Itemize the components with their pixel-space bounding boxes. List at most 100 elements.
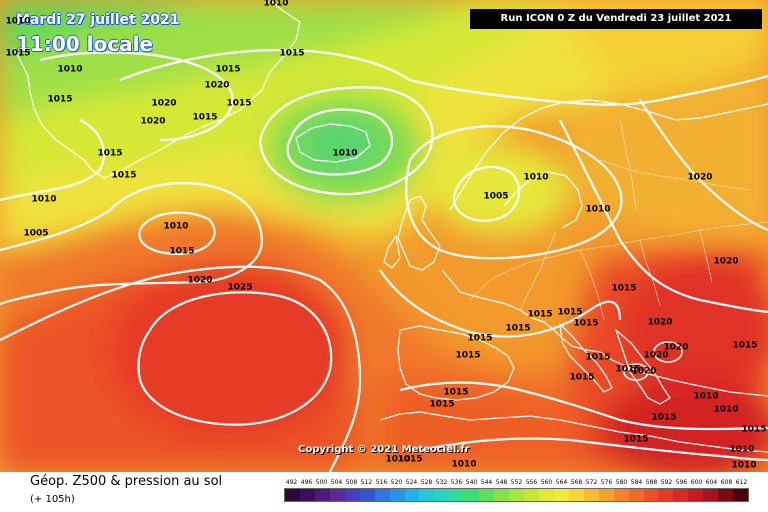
color-scale-tick: 612 bbox=[735, 479, 748, 486]
color-scale-swatch bbox=[703, 489, 719, 501]
isobar-label: 1010 bbox=[263, 0, 289, 9]
isobar-label: 1020 bbox=[151, 98, 177, 109]
isobar-1015-atlantic bbox=[0, 182, 264, 306]
color-scale-swatch bbox=[285, 489, 300, 501]
isobar-label: 1015 bbox=[585, 352, 611, 363]
color-scale-swatch bbox=[568, 489, 584, 501]
isobar-label: 1010 bbox=[31, 194, 57, 205]
color-scale-swatch bbox=[449, 489, 465, 501]
color-scale-tick: 600 bbox=[690, 479, 703, 486]
field-title: Géop. Z500 & pression au sol bbox=[30, 474, 223, 489]
isobar-label: 1010 bbox=[5, 16, 31, 27]
color-scale-tick: 504 bbox=[330, 479, 343, 486]
isobar-label: 1010 bbox=[57, 64, 83, 75]
color-scale-swatch bbox=[299, 489, 315, 501]
isobar-label: 1005 bbox=[483, 191, 509, 202]
greenland-coast bbox=[13, 0, 301, 179]
color-scale-swatch bbox=[479, 489, 495, 501]
isobar-label: 1015 bbox=[215, 64, 241, 75]
color-scale-swatch bbox=[673, 489, 689, 501]
isobar-1010-atlantic bbox=[0, 119, 105, 202]
color-scale-tick: 500 bbox=[315, 479, 328, 486]
color-scale-tick: 592 bbox=[660, 479, 673, 486]
color-scale-tick: 556 bbox=[525, 479, 538, 486]
italy-coast bbox=[559, 323, 613, 393]
isobar-label: 1015 bbox=[741, 424, 767, 435]
isobar-label: 1015 bbox=[226, 98, 252, 109]
isobar-label: 1020 bbox=[663, 342, 689, 353]
iceland-coast bbox=[295, 123, 371, 163]
isobar-label: 1010 bbox=[729, 444, 755, 455]
lead-time: (+ 105h) bbox=[30, 494, 75, 505]
isobar-label: 1010 bbox=[523, 172, 549, 183]
color-scale-swatch bbox=[598, 489, 614, 501]
color-scale-tick: 532 bbox=[435, 479, 448, 486]
color-scale-tick: 544 bbox=[480, 479, 493, 486]
isobar-label: 1015 bbox=[111, 170, 137, 181]
color-scale-swatch bbox=[404, 489, 420, 501]
isobar-small-closed bbox=[623, 341, 683, 381]
isobar-1010-iceland bbox=[286, 108, 394, 176]
europe-coast bbox=[441, 269, 768, 397]
color-scale-swatch bbox=[628, 489, 644, 501]
isobar-1020-azores bbox=[0, 265, 362, 472]
color-scale-swatch bbox=[509, 489, 524, 501]
color-scale-swatch bbox=[524, 489, 539, 501]
color-scale-swatch bbox=[583, 489, 599, 501]
isobars bbox=[0, 48, 768, 472]
isobar-1020-north bbox=[119, 48, 768, 106]
isobar-label: 1015 bbox=[527, 309, 553, 320]
isobar-label: 1020 bbox=[140, 116, 166, 127]
africa-coast bbox=[379, 411, 768, 453]
isobar-label: 1025 bbox=[227, 282, 253, 293]
isobar-label: 1020 bbox=[643, 350, 669, 361]
isobar-label: 1015 bbox=[169, 246, 195, 257]
isobar-label: 1015 bbox=[557, 307, 583, 318]
isobar-1015-greenland bbox=[39, 51, 234, 142]
isobar-label: 1015 bbox=[732, 340, 758, 351]
isobar-1025-azores bbox=[137, 291, 333, 426]
isobar-label: 1010 bbox=[163, 221, 189, 232]
isobar-label: 1015 bbox=[651, 412, 677, 423]
color-scale-tick: 596 bbox=[675, 479, 688, 486]
isobar-label: 1015 bbox=[443, 387, 469, 398]
isobar-label: 1010 bbox=[585, 204, 611, 215]
isobar-label: 1015 bbox=[192, 112, 218, 123]
isobar-1020-east bbox=[639, 99, 768, 232]
color-scale-swatch bbox=[419, 489, 435, 501]
isobar-label: 1020 bbox=[687, 172, 713, 183]
weather-map bbox=[0, 0, 768, 472]
isobar-label: 1015 bbox=[615, 364, 641, 375]
isobar-label: 1015 bbox=[467, 333, 493, 344]
isobar-label: 1005 bbox=[23, 228, 49, 239]
color-scale-swatch bbox=[359, 489, 375, 501]
isobar-label: 1020 bbox=[631, 366, 657, 377]
color-scale-tick: 508 bbox=[345, 479, 358, 486]
isobar-label: 1015 bbox=[611, 283, 637, 294]
valid-time: 11:00 locale bbox=[16, 32, 153, 56]
color-scale-swatch bbox=[718, 489, 734, 501]
isobar-1015-med bbox=[399, 381, 768, 431]
isobar-label: 1015 bbox=[397, 454, 423, 465]
color-scale-tick: 524 bbox=[405, 479, 418, 486]
color-scale: 492 496 500 504 508 512 516 520 524 528 532 536 540 5… bbox=[284, 479, 749, 502]
balkans-greece-coast bbox=[615, 329, 671, 405]
isobar-label: 1020 bbox=[647, 317, 673, 328]
isobar-1005-north-sea bbox=[452, 165, 521, 222]
color-scale-tick: 548 bbox=[495, 479, 508, 486]
color-scale-tick: 564 bbox=[555, 479, 568, 486]
color-scale-tick: 496 bbox=[300, 479, 313, 486]
color-scale-swatch bbox=[613, 489, 629, 501]
isobar-1010-africa bbox=[419, 437, 768, 462]
color-scale-tick: 560 bbox=[540, 479, 553, 486]
isobar-label: 1010 bbox=[332, 148, 358, 159]
color-scale-swatch bbox=[658, 489, 674, 501]
color-scale-tick: 576 bbox=[600, 479, 613, 486]
isobar-label: 1015 bbox=[623, 434, 649, 445]
color-scale-tick: 572 bbox=[585, 479, 598, 486]
isobar-label: 1010 bbox=[713, 404, 739, 415]
isobar-1015-europe bbox=[379, 269, 622, 338]
isobar-label: 1010 bbox=[385, 454, 411, 465]
coastlines bbox=[13, 0, 768, 453]
